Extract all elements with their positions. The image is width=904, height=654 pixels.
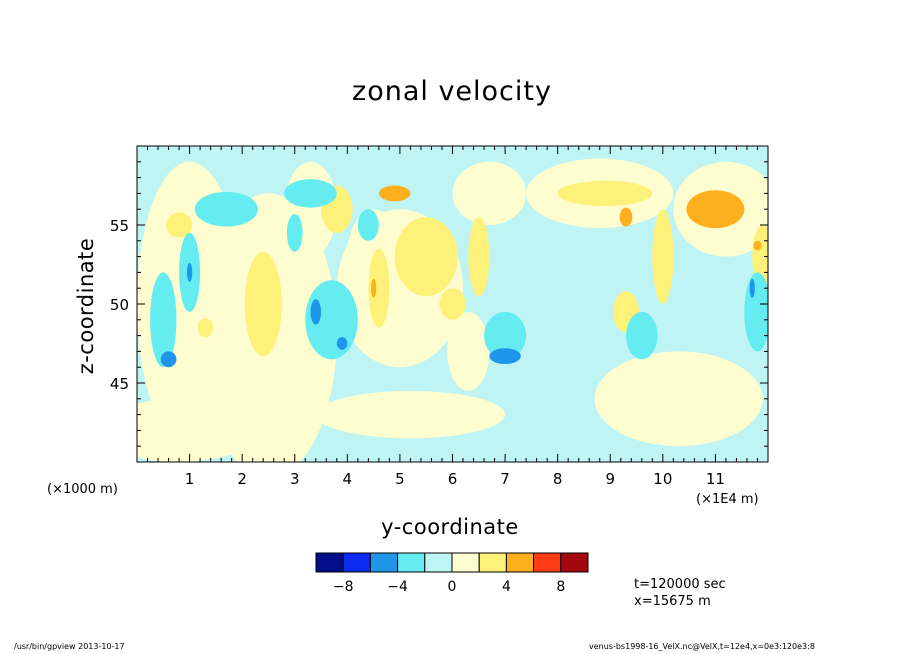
x-tick-label: 5	[395, 470, 405, 488]
x-axis-label: y-coordinate	[381, 515, 519, 539]
x-tick-label: 9	[605, 470, 615, 488]
contour-region-41	[310, 299, 322, 325]
contour-region-28	[753, 240, 762, 251]
x-tick-label: 10	[653, 470, 672, 488]
colorbar-swatch-9	[560, 552, 589, 573]
colorbar-tick-label: −8	[333, 579, 354, 595]
chart-title: zonal velocity	[352, 76, 552, 107]
contour-region-38	[357, 209, 379, 241]
colorbar-tick-label: 4	[502, 579, 511, 595]
colorbar: −8 −4 0 4 8	[315, 552, 589, 595]
contour-region-44	[749, 278, 755, 298]
contour-region-4	[594, 351, 763, 447]
colorbar-swatch-6	[478, 552, 507, 573]
contour-region-6	[315, 390, 506, 439]
colorbar-tick-label: 8	[556, 579, 565, 595]
x-tick-label: 11	[706, 470, 725, 488]
colorbar-swatch-5	[451, 552, 480, 573]
footer-program-date: /usr/bin/gpview 2013-10-17	[14, 642, 125, 651]
colorbar-swatch-3	[397, 552, 426, 573]
y-tick-label: 50	[110, 296, 129, 314]
contour-region-12	[244, 251, 282, 357]
contour-region-20	[652, 209, 674, 304]
x-axis-unit-right: (×1E4 m)	[696, 492, 759, 507]
contour-region-40	[186, 262, 193, 282]
contour-region-14	[197, 318, 214, 338]
contour-region-35	[484, 311, 527, 360]
x-tick-label: 8	[553, 470, 563, 488]
contour-region-39	[160, 351, 177, 368]
x-tick-label: 4	[343, 470, 353, 488]
x-tick-label: 6	[448, 470, 458, 488]
contour-region-42	[336, 337, 348, 350]
colorbar-tick-label: −4	[387, 579, 408, 595]
contour-region-24	[378, 185, 411, 202]
y-tick-label: 45	[110, 375, 129, 393]
slice-info: t=120000 sec x=15675 m	[634, 576, 726, 610]
contour-region-13	[165, 212, 193, 238]
x-tick-label: 7	[500, 470, 510, 488]
contour-region-27	[370, 278, 377, 298]
contour-region-9	[452, 161, 527, 225]
colorbar-swatch-2	[369, 552, 399, 573]
colorbar-swatch-1	[342, 552, 371, 573]
contour-region-29	[194, 191, 258, 227]
contour-region-7	[447, 311, 490, 391]
axis-ticks	[137, 146, 768, 462]
contour-region-31	[150, 272, 177, 368]
contour-region-16	[368, 248, 390, 328]
y-axis-label: z-coordinate	[74, 237, 98, 375]
position-label: x=15675 m	[634, 594, 711, 609]
contour-region-5	[137, 398, 258, 462]
x-tick-label: 3	[290, 470, 300, 488]
colorbar-swatch-0	[315, 552, 344, 573]
contour-region-17	[557, 180, 653, 207]
contour-region-30	[284, 179, 337, 208]
time-label: t=120000 sec	[634, 577, 726, 592]
colorbar-swatch-4	[424, 552, 453, 573]
contour-region-37	[626, 311, 658, 360]
x-axis-unit-left: (×1000 m)	[47, 482, 118, 497]
contour-region-36	[744, 272, 768, 352]
colorbar-swatch-8	[533, 552, 562, 573]
colorbar-tick-label: 0	[448, 579, 457, 595]
contour-region-18	[439, 288, 466, 320]
colorbar-swatch-7	[505, 552, 535, 573]
contour-field	[137, 146, 768, 462]
contour-region-15	[394, 217, 458, 297]
footer-source-file: venus-bs1998-16_VelX.nc@VelX,t=12e4,x=0e…	[589, 642, 815, 651]
y-tick-label: 55	[110, 217, 129, 235]
contour-region-23	[468, 217, 490, 297]
contour-region-26	[619, 207, 633, 227]
contour-region-25	[686, 190, 745, 229]
contour-region-43	[489, 348, 521, 365]
x-tick-label: 1	[185, 470, 195, 488]
x-tick-label: 2	[237, 470, 247, 488]
contour-region-33	[286, 213, 303, 252]
